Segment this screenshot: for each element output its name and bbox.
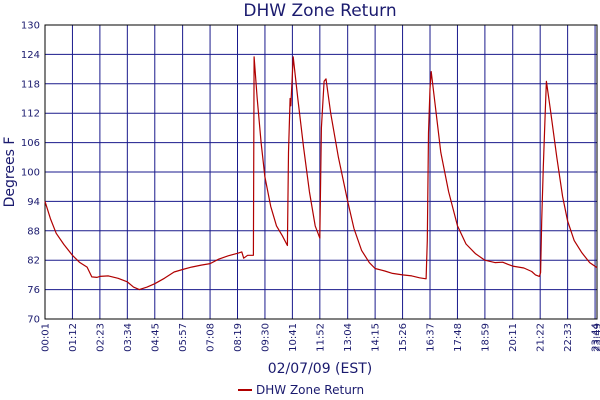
x-tick-label: 10:41 xyxy=(288,323,299,352)
x-tick-label: 07:08 xyxy=(206,323,217,352)
x-tick-label: 17:48 xyxy=(453,323,464,352)
y-tick-label: 124 xyxy=(21,50,40,61)
x-tick-label: 18:59 xyxy=(480,323,491,352)
x-axis-ticks: 00:01 01:12 02:23 03:34 04:45 05:57 07:08 08:19… xyxy=(41,323,600,352)
x-tick-label: 21:22 xyxy=(536,323,547,352)
x-tick-label: 23:49 xyxy=(593,323,600,352)
y-tick-label: 118 xyxy=(21,79,40,90)
x-tick-label: 09:30 xyxy=(260,323,271,352)
x-tick-label: 02:23 xyxy=(95,323,106,352)
x-tick-label: 11:52 xyxy=(315,323,326,352)
y-tick-label: 82 xyxy=(27,256,40,267)
y-tick-label: 88 xyxy=(27,226,40,237)
x-tick-label: 14:15 xyxy=(371,323,382,352)
x-tick-label: 04:45 xyxy=(150,323,161,352)
x-tick-label: 13:04 xyxy=(343,323,354,352)
y-tick-label: 130 xyxy=(21,21,40,32)
y-tick-label: 112 xyxy=(21,109,40,120)
series-line-dhw-zone-return xyxy=(44,56,598,291)
x-tick-label: 03:34 xyxy=(123,323,134,352)
x-tick-label: 23:44 xyxy=(591,323,600,352)
x-tick-label: 08:19 xyxy=(233,323,244,352)
series-layer xyxy=(44,56,598,291)
y-tick-label: 76 xyxy=(27,285,40,296)
plot-border xyxy=(44,24,598,320)
y-axis-ticks: 70 76 82 88 94 100 106 112 118 124 130 xyxy=(21,21,40,326)
y-axis-label: Degrees F xyxy=(2,137,18,208)
y-tick-label: 106 xyxy=(21,138,40,149)
x-axis-label: 02/07/09 (EST) xyxy=(268,361,373,377)
x-tick-label: 20:11 xyxy=(508,323,519,352)
y-tick-label: 70 xyxy=(27,315,40,326)
legend: DHW Zone Return xyxy=(238,383,364,397)
y-tick-label: 100 xyxy=(21,168,40,179)
x-tick-label: 15:26 xyxy=(398,323,409,352)
x-tick-label: 00:01 xyxy=(41,323,52,352)
y-tick-label: 94 xyxy=(27,197,40,208)
legend-label: DHW Zone Return xyxy=(256,383,364,397)
x-tick-label: 01:12 xyxy=(68,323,79,352)
x-tick-label: 05:57 xyxy=(178,323,189,352)
x-tick-label: 16:37 xyxy=(426,323,437,352)
x-tick-label: 22:33 xyxy=(563,323,574,352)
chart-title: DHW Zone Return xyxy=(243,1,396,21)
